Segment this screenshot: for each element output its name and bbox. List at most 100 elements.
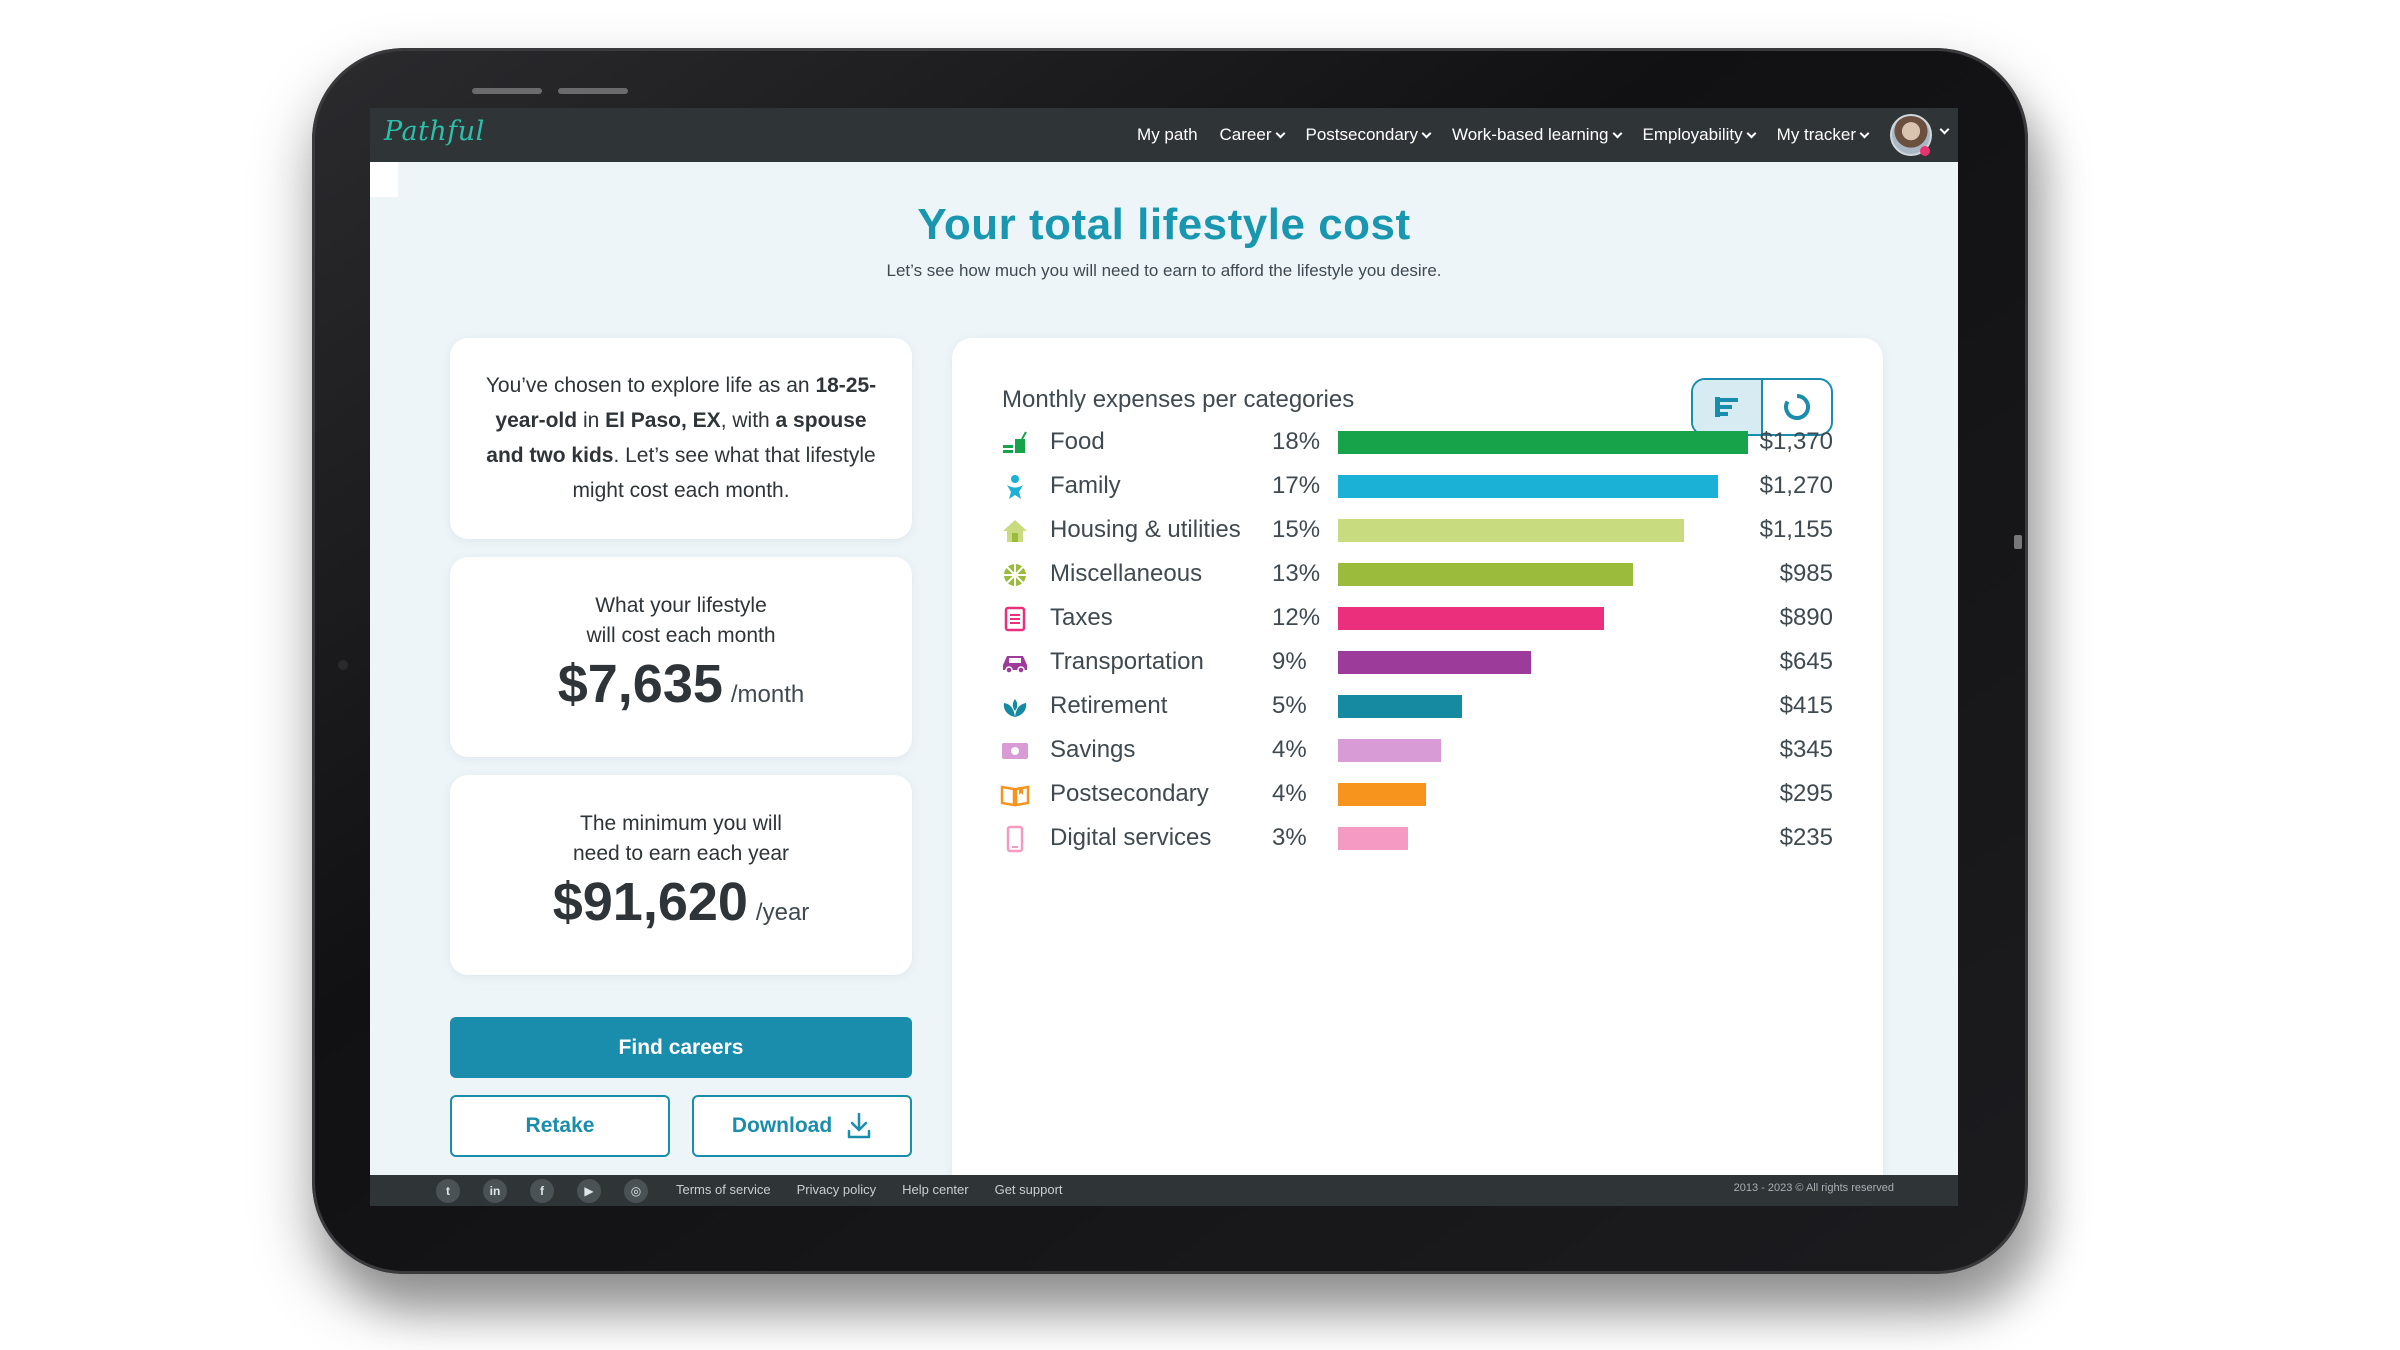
category-percent: 3% bbox=[1272, 824, 1307, 851]
category-value: $1,370 bbox=[1759, 428, 1833, 455]
volume-button bbox=[472, 88, 542, 94]
chevron-down-icon bbox=[1859, 128, 1870, 138]
download-label: Download bbox=[731, 1114, 833, 1137]
bar-track bbox=[1338, 695, 1748, 718]
side-button bbox=[2014, 535, 2022, 549]
expense-row: Savings 4% $345 bbox=[952, 730, 1883, 770]
category-value: $295 bbox=[1779, 780, 1833, 807]
download-button[interactable]: Download bbox=[692, 1095, 912, 1157]
category-percent: 13% bbox=[1272, 560, 1321, 587]
category-value: $645 bbox=[1779, 648, 1833, 675]
footer-link-support[interactable]: Get support bbox=[994, 1182, 1063, 1197]
tablet-frame: Pathful My path Career Postsecondary Wor… bbox=[312, 48, 2028, 1274]
category-label: Housing & utilities bbox=[1050, 516, 1241, 543]
nav-my-path[interactable]: My path bbox=[1137, 125, 1197, 145]
find-careers-button[interactable]: Find careers bbox=[450, 1017, 912, 1078]
retake-button[interactable]: Retake bbox=[450, 1095, 670, 1157]
bar-track bbox=[1338, 431, 1748, 454]
category-label: Transportation bbox=[1050, 648, 1204, 675]
bar-view-button[interactable] bbox=[1693, 380, 1763, 434]
category-percent: 4% bbox=[1272, 780, 1307, 807]
page-title: Your total lifestyle cost bbox=[917, 200, 1411, 249]
family-icon bbox=[1000, 472, 1030, 502]
transportation-icon bbox=[1000, 648, 1030, 678]
monthly-amount-row: $7,635 /month bbox=[450, 653, 912, 715]
footer-link-help[interactable]: Help center bbox=[902, 1182, 969, 1197]
linkedin-icon[interactable]: in bbox=[483, 1179, 507, 1203]
pathful-logo[interactable]: Pathful bbox=[384, 116, 485, 147]
bar-track bbox=[1338, 827, 1748, 850]
nav-work-based-learning[interactable]: Work-based learning bbox=[1452, 125, 1622, 145]
retake-label: Retake bbox=[525, 1114, 595, 1137]
user-avatar[interactable] bbox=[1890, 114, 1932, 156]
chevron-down-icon bbox=[1275, 128, 1285, 138]
food-icon bbox=[1000, 428, 1030, 458]
bar-track bbox=[1338, 651, 1748, 674]
category-value: $1,270 bbox=[1759, 472, 1833, 499]
monthly-amount: $7,635 bbox=[557, 654, 723, 714]
intro-text: . Let’s see what that lifestyle might co… bbox=[572, 444, 876, 502]
bar bbox=[1338, 695, 1463, 718]
category-label: Family bbox=[1050, 472, 1121, 499]
bar-track bbox=[1338, 519, 1748, 542]
nav-employability[interactable]: Employability bbox=[1642, 125, 1757, 145]
bar-track bbox=[1338, 475, 1748, 498]
monthly-label: What your lifestyle will cost each month bbox=[586, 594, 776, 647]
top-nav: Pathful My path Career Postsecondary Wor… bbox=[370, 108, 1958, 162]
instagram-icon[interactable]: ◎ bbox=[624, 1179, 648, 1203]
yearly-unit: /year bbox=[755, 899, 810, 926]
expense-row: Digital services 3% $235 bbox=[952, 818, 1883, 858]
expense-row: Food 18% $1,370 bbox=[952, 422, 1883, 462]
expense-row: Family 17% $1,270 bbox=[952, 466, 1883, 506]
taxes-icon bbox=[1000, 604, 1030, 634]
category-percent: 4% bbox=[1272, 736, 1307, 763]
bar-track bbox=[1338, 563, 1748, 586]
nav-label: Postsecondary bbox=[1305, 125, 1418, 144]
nav-career[interactable]: Career bbox=[1220, 125, 1285, 145]
category-label: Savings bbox=[1050, 736, 1136, 763]
bar bbox=[1338, 783, 1427, 806]
youtube-icon[interactable]: ▶ bbox=[577, 1179, 601, 1203]
miscellaneous-icon bbox=[1000, 560, 1030, 590]
category-value: $985 bbox=[1779, 560, 1833, 587]
footer-link-privacy[interactable]: Privacy policy bbox=[796, 1182, 877, 1197]
housing-icon bbox=[1000, 516, 1030, 546]
donut-view-button[interactable] bbox=[1763, 380, 1831, 434]
intro-city: El Paso, EX bbox=[605, 409, 721, 432]
footer-link-terms[interactable]: Terms of service bbox=[676, 1182, 771, 1197]
postsecondary-icon bbox=[1000, 780, 1030, 810]
intro-text: , with bbox=[720, 409, 776, 432]
facebook-icon[interactable]: f bbox=[530, 1179, 554, 1203]
category-percent: 9% bbox=[1272, 648, 1307, 675]
chevron-down-icon bbox=[1746, 128, 1757, 138]
divider bbox=[370, 162, 398, 197]
expenses-chart-card: Monthly expenses per categories Fo bbox=[952, 338, 1883, 1206]
chevron-down-icon[interactable] bbox=[1939, 124, 1950, 135]
social-links: t in f ▶ ◎ bbox=[436, 1179, 648, 1203]
category-value: $1,155 bbox=[1759, 516, 1833, 543]
bar bbox=[1338, 607, 1605, 630]
category-label: Retirement bbox=[1050, 692, 1168, 719]
intro-age: 18-25-year-old bbox=[495, 374, 877, 432]
yearly-earnings-card: The minimum you will need to earn each y… bbox=[450, 775, 912, 975]
nav-links: My path Career Postsecondary Work-based … bbox=[1137, 108, 1870, 162]
category-percent: 17% bbox=[1272, 472, 1321, 499]
nav-postsecondary[interactable]: Postsecondary bbox=[1305, 125, 1432, 145]
category-label: Food bbox=[1050, 428, 1105, 455]
copyright: 2013 - 2023 © All rights reserved bbox=[1733, 1182, 1894, 1194]
category-value: $235 bbox=[1779, 824, 1833, 851]
expense-row: Taxes 12% $890 bbox=[952, 598, 1883, 638]
page-subtitle: Let’s see how much you will need to earn… bbox=[886, 261, 1442, 280]
nav-my-tracker[interactable]: My tracker bbox=[1777, 125, 1870, 145]
category-label: Digital services bbox=[1050, 824, 1212, 851]
nav-label: Employability bbox=[1642, 125, 1743, 144]
category-percent: 15% bbox=[1272, 516, 1321, 543]
bar bbox=[1338, 827, 1409, 850]
donut-chart-icon bbox=[1784, 394, 1810, 420]
bar-track bbox=[1338, 783, 1748, 806]
twitter-icon[interactable]: t bbox=[436, 1179, 460, 1203]
expense-row: Transportation 9% $645 bbox=[952, 642, 1883, 682]
category-value: $345 bbox=[1779, 736, 1833, 763]
intro-text: You’ve chosen to explore life as an bbox=[485, 374, 816, 397]
intro-text: in bbox=[577, 409, 606, 432]
